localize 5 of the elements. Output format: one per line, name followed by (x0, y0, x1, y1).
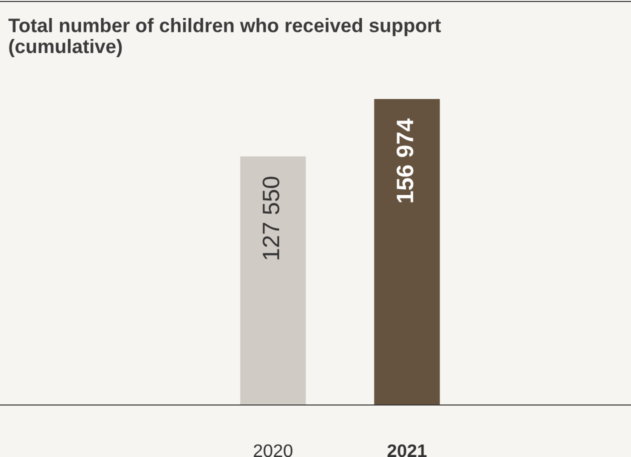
data-label: 127 550 (262, 176, 280, 260)
data-label: 156 974 (396, 118, 414, 202)
x-tick-label: 2020 (254, 444, 292, 457)
chart-title: Total number of children who received support (cumulative) (8, 18, 441, 58)
x-tick-label: 2021 (388, 444, 427, 457)
